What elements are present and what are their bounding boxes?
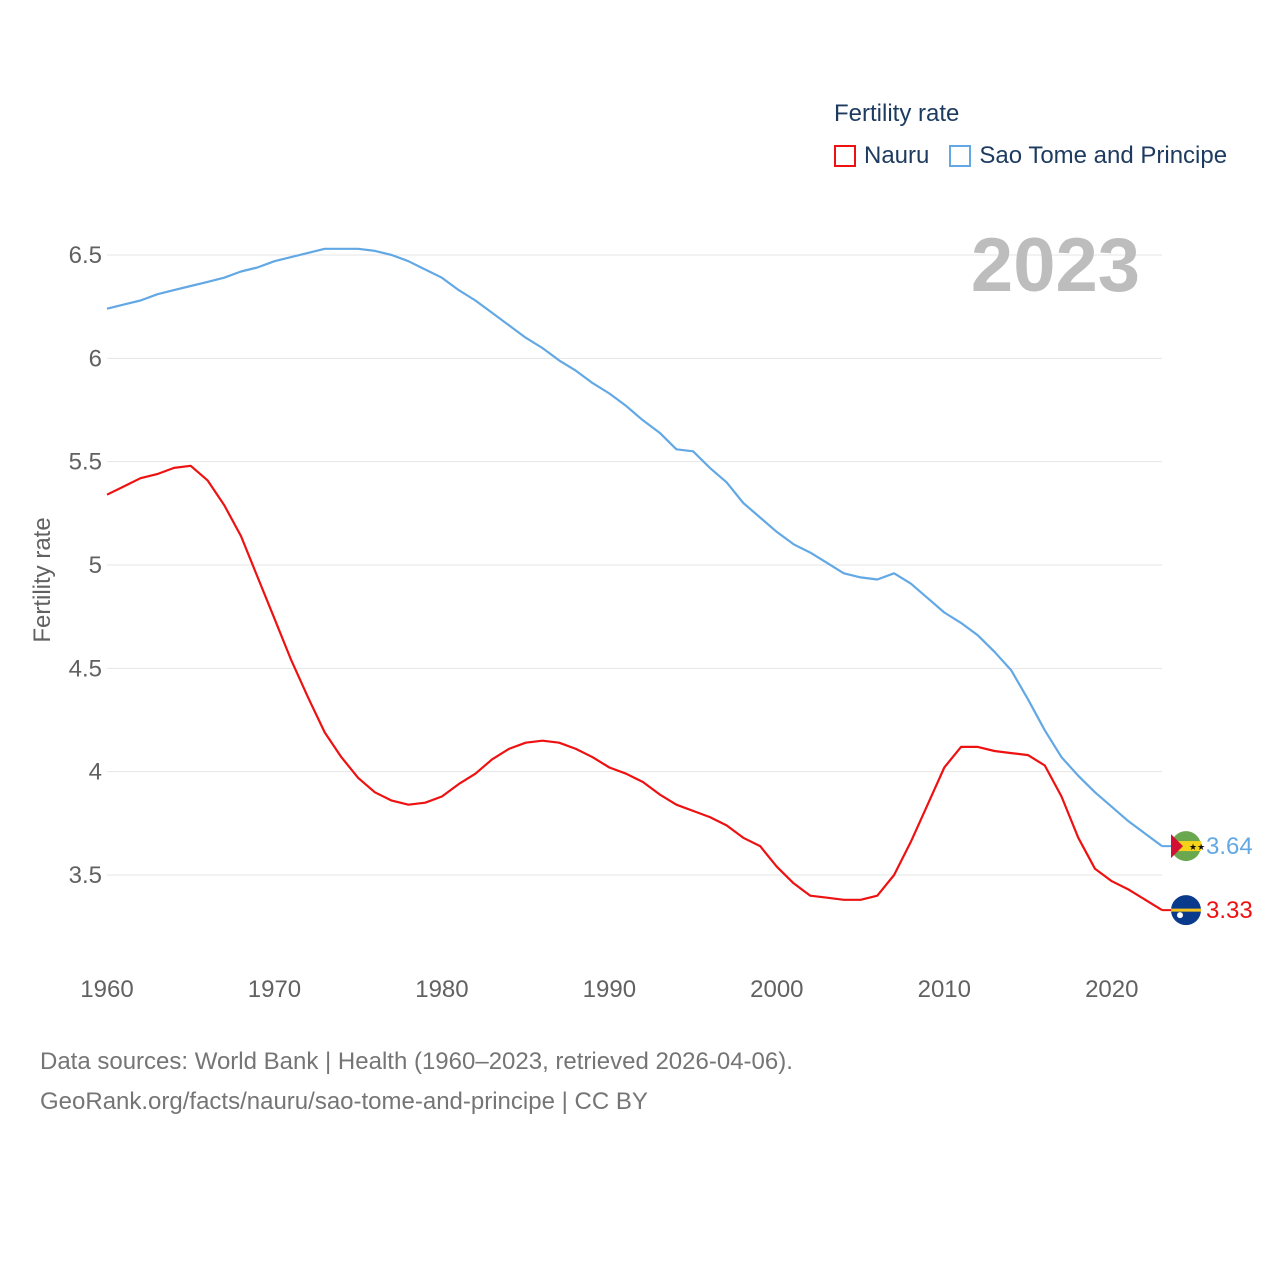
x-tick-label: 2020	[1085, 976, 1138, 1003]
series-end-markers: 3.33 ★★ 3.64	[1162, 831, 1253, 926]
grid-lines	[107, 254, 1162, 876]
x-tick-label: 1990	[583, 976, 636, 1003]
flag-icon-sao-tome-and-principe: ★★	[1171, 831, 1205, 862]
x-tick-label: 2000	[750, 976, 803, 1003]
end-value-label-sao-tome-and-principe: 3.64	[1206, 833, 1253, 860]
y-tick-label: 6.5	[69, 242, 102, 269]
year-label: 2023	[970, 223, 1140, 308]
legend-label-sao-tome: Sao Tome and Principe	[979, 142, 1228, 169]
series-lines	[106, 247, 1163, 912]
end-value-label-nauru: 3.33	[1206, 897, 1253, 924]
svg-text:★★: ★★	[1189, 842, 1205, 852]
y-axis-title: Fertility rate	[29, 517, 56, 642]
data-sources-text: Data sources: World Bank | Health (1960–…	[40, 1048, 793, 1075]
y-tick-label: 5.5	[69, 449, 102, 476]
legend-title: Fertility rate	[834, 100, 960, 127]
y-tick-label: 5	[89, 552, 102, 579]
legend-swatch-nauru	[834, 145, 856, 167]
y-tick-label: 4	[89, 759, 102, 786]
footer: Data sources: World Bank | Health (1960–…	[40, 1042, 793, 1122]
legend: Nauru Sao Tome and Principe	[834, 142, 1247, 170]
flag-icon-nauru	[1171, 895, 1201, 926]
legend-item-nauru[interactable]: Nauru	[834, 142, 929, 170]
legend-item-sao-tome[interactable]: Sao Tome and Principe	[949, 142, 1227, 170]
x-tick-label: 1980	[415, 976, 468, 1003]
series-line-nauru[interactable]	[106, 464, 1163, 912]
x-tick-label: 1970	[248, 976, 301, 1003]
x-tick-label: 2010	[918, 976, 971, 1003]
legend-label-nauru: Nauru	[864, 142, 930, 169]
y-tick-label: 3.5	[69, 862, 102, 889]
x-tick-label: 1960	[80, 976, 133, 1003]
y-tick-label: 6	[89, 345, 102, 372]
legend-swatch-sao-tome	[949, 145, 972, 167]
x-axis-ticks: 1960 1970 1980 1990 2000 2010 2020	[80, 976, 1138, 1003]
y-axis-ticks: 3.5 4 4.5 5 5.5 6 6.5	[69, 242, 102, 889]
source-url-text: GeoRank.org/facts/nauru/sao-tome-and-pri…	[40, 1088, 648, 1115]
y-tick-label: 4.5	[69, 655, 102, 682]
series-line-sao-tome-and-principe[interactable]	[106, 247, 1163, 847]
